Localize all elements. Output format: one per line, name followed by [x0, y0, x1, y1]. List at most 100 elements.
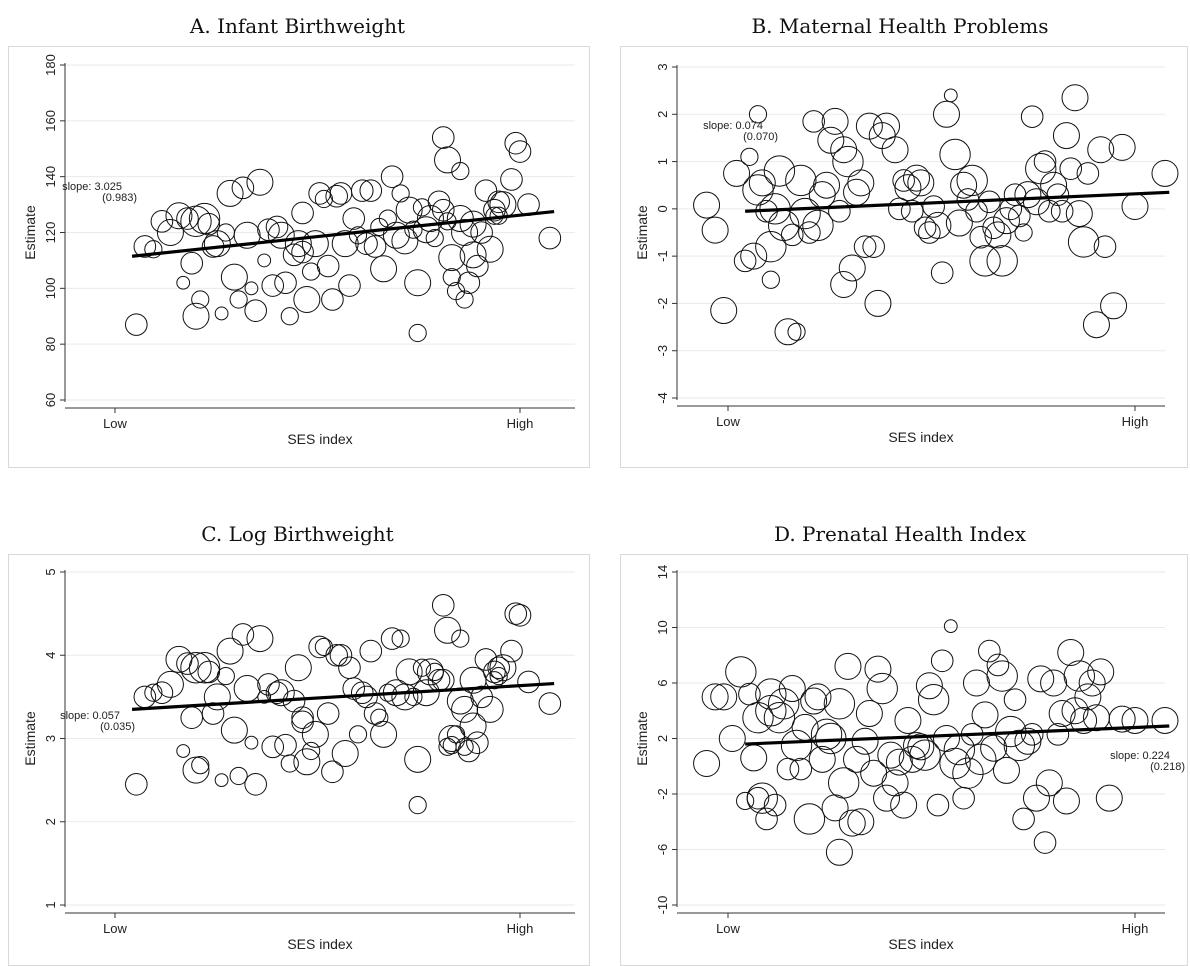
data-point [191, 290, 210, 309]
data-point [412, 216, 440, 244]
data-point [261, 274, 285, 297]
data-point [1121, 706, 1149, 734]
data-point [416, 658, 444, 686]
data-point [763, 793, 787, 817]
data-point [1035, 769, 1063, 797]
data-point [476, 235, 504, 263]
data-point [156, 219, 184, 246]
data-point [873, 784, 901, 812]
data-point [834, 652, 862, 680]
data-point [391, 184, 410, 203]
data-point [197, 660, 221, 684]
data-point [1087, 136, 1115, 164]
data-point [457, 739, 481, 763]
data-point [710, 297, 738, 325]
x-tick-label-low: Low [716, 921, 740, 936]
data-point [412, 198, 432, 217]
data-point [470, 221, 493, 244]
data-point [969, 225, 993, 249]
data-point [1070, 706, 1098, 734]
data-point [370, 708, 389, 727]
data-point [229, 766, 248, 786]
data-point [851, 727, 879, 755]
data-point [220, 716, 248, 744]
data-point [267, 221, 295, 249]
data-point [431, 126, 455, 149]
data-point [877, 741, 905, 769]
data-point [1082, 311, 1110, 339]
data-point [483, 660, 506, 684]
data-point [176, 275, 191, 290]
data-point [748, 169, 776, 197]
y-tick-label: 180 [43, 54, 58, 76]
data-point [197, 212, 221, 236]
slope-se-label: (0.218) [1150, 761, 1185, 773]
data-point [538, 226, 562, 250]
data-point [438, 244, 466, 272]
data-point [434, 146, 462, 174]
data-point [808, 745, 836, 773]
data-point [693, 191, 721, 219]
data-point [125, 772, 148, 796]
y-tick-label: 0 [655, 205, 670, 212]
data-point [325, 184, 348, 208]
data-point [930, 649, 954, 673]
data-point [431, 594, 455, 617]
data-point [890, 791, 918, 819]
data-point [828, 199, 851, 223]
data-point [1050, 199, 1074, 223]
fit-line [745, 724, 1170, 746]
data-point [233, 221, 261, 249]
data-point [1040, 669, 1068, 697]
y-tick-label: 3 [655, 63, 670, 70]
data-point [274, 271, 297, 295]
data-point [810, 718, 843, 751]
data-point [763, 155, 796, 187]
data-point [860, 759, 888, 787]
data-point [1014, 181, 1042, 209]
data-point [314, 637, 333, 657]
y-tick-label: 140 [43, 166, 58, 188]
data-point [203, 683, 231, 711]
data-point [363, 235, 387, 258]
data-point [188, 652, 221, 684]
data-point [338, 656, 361, 680]
y-tick-label: 1 [43, 901, 58, 908]
data-point [425, 662, 444, 681]
data-point [233, 675, 261, 703]
data-point [459, 210, 487, 238]
data-point [182, 302, 210, 330]
data-point [216, 666, 235, 686]
data-point [1078, 669, 1106, 697]
slope-label: slope: 0.224 [1110, 750, 1170, 762]
data-point [342, 207, 366, 230]
data-point [214, 773, 229, 788]
data-point [500, 168, 523, 191]
data-point [404, 687, 423, 706]
data-point [736, 791, 755, 811]
chart-svg-b: -4 -3 -2 -1 0 1 2 3 Low High SES index Estimate slop… [634, 63, 1179, 445]
panel-d: D. Prenatal Health Index -10 -6 -2 2 6 10 14 Lo… [610, 490, 1190, 966]
data-point [487, 656, 510, 680]
data-point [926, 793, 950, 817]
data-point [538, 692, 562, 715]
chart-svg-a: 60 80 100 120 140 160 180 Low High SES index Estim… [22, 54, 575, 447]
y-tick-label: -2 [655, 788, 670, 800]
data-point [825, 838, 853, 866]
data-point [434, 616, 462, 644]
data-point [802, 110, 825, 133]
data-point [1074, 683, 1102, 711]
y-tick-label: 2 [43, 818, 58, 825]
y-tick-label: -6 [655, 844, 670, 856]
data-point [838, 809, 866, 837]
data-point [348, 725, 368, 744]
y-axis-label: Estimate [22, 205, 38, 260]
data-point [176, 744, 191, 758]
data-point [382, 221, 410, 249]
data-point [1067, 226, 1100, 258]
panel-a: A. Infant Birthweight 60 80 100 120 140 160 18… [0, 0, 595, 470]
x-tick-label-high: High [1122, 414, 1149, 429]
data-point [1121, 192, 1149, 220]
data-point [847, 169, 875, 197]
data-point [476, 695, 504, 723]
